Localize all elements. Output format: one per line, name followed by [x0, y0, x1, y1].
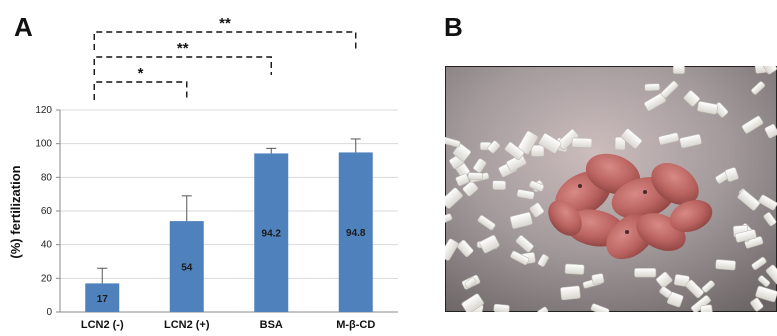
significance-marker: **	[177, 40, 189, 57]
significance-bracket	[94, 32, 356, 50]
bedding-piece	[673, 66, 685, 74]
bedding-piece	[645, 84, 660, 91]
bedding-piece	[592, 273, 605, 284]
bedding-piece	[634, 268, 655, 277]
y-tick-label: 100	[35, 139, 52, 150]
data-label: 94.8	[346, 228, 366, 239]
bedding-piece	[493, 181, 506, 190]
significance-marker: **	[219, 15, 231, 32]
bedding-piece	[531, 145, 544, 156]
y-tick-label: 0	[46, 307, 52, 318]
bedding-piece	[565, 264, 584, 275]
bedding-piece	[560, 286, 580, 300]
fertilization-bar-chart: 0 20 40 60 80 100 120 LCN2 (-) LCN2 (+) BSA M-β-CD…	[0, 0, 440, 336]
x-tick-label: M-β-CD	[336, 319, 375, 331]
bars: 17 54 94.2 94.8	[85, 139, 373, 312]
bedding-piece	[572, 138, 592, 148]
significance-marker: *	[138, 65, 144, 82]
y-tick-label: 20	[41, 273, 53, 284]
bedding-piece	[494, 304, 510, 312]
significance-bracket	[94, 82, 187, 100]
x-tick-label: LCN2 (-)	[81, 319, 124, 331]
panel-label-b: B	[444, 12, 463, 43]
y-tick-label: 120	[35, 105, 52, 116]
y-tick-label: 40	[41, 240, 53, 251]
data-label: 94.2	[262, 229, 282, 240]
data-label: 54	[181, 263, 193, 274]
bedding-piece	[715, 259, 735, 270]
significance-bracket	[94, 57, 271, 75]
y-tick-label: 60	[41, 206, 53, 217]
data-label: 17	[97, 294, 109, 305]
x-tick-label: LCN2 (+)	[164, 319, 210, 331]
significance-brackets: *****	[94, 15, 356, 100]
y-axis-label: (%) fertilization	[8, 165, 23, 258]
bedding-piece	[468, 172, 483, 179]
mouse-pups-photo	[445, 66, 777, 312]
bedding-piece	[700, 305, 712, 312]
y-tick-label: 80	[41, 172, 53, 183]
x-tick-label: BSA	[260, 319, 283, 331]
